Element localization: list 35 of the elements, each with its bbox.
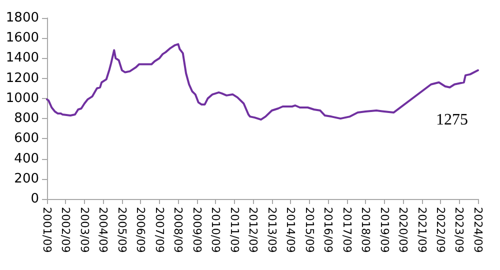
x-tick-label: 2011/09 — [228, 207, 241, 253]
y-tick-label: 1400 — [6, 50, 39, 66]
x-tick-label: 2004/09 — [96, 207, 110, 253]
x-tick-label: 2021/09 — [415, 207, 428, 253]
y-tick-label: 800 — [14, 111, 39, 126]
annotation: 1275 — [436, 112, 468, 128]
x-tick-label: 2006/09 — [134, 207, 148, 253]
x-tick-label: 2014/09 — [284, 207, 298, 253]
x-tick-label: 2015/09 — [302, 207, 316, 253]
x-tick-label: 2024/09 — [472, 207, 484, 253]
x-tick-label: 2017/09 — [340, 207, 354, 253]
y-tick-label: 1800 — [6, 10, 39, 26]
y-tick-label: 400 — [14, 151, 39, 166]
x-tick-label: 2010/09 — [209, 207, 222, 253]
x-tick-label: 2008/09 — [172, 207, 185, 253]
x-tick-label: 2002/09 — [59, 207, 72, 253]
x-tick-label: 2020/09 — [396, 207, 410, 253]
x-tick-label: 2022/09 — [434, 207, 447, 253]
y-tick-label: 600 — [14, 131, 39, 146]
y-tick-label: 1000 — [6, 90, 39, 106]
x-tick-label: 2013/09 — [265, 207, 278, 253]
x-tick-label: 2019/09 — [378, 207, 391, 253]
x-tick-label: 2016/09 — [322, 207, 335, 253]
y-tick-label: 200 — [14, 171, 39, 186]
x-tick-label: 2003/09 — [78, 207, 91, 253]
y-tick-label: 1600 — [6, 30, 39, 46]
x-tick-label: 2023/09 — [452, 207, 466, 253]
x-tick-label: 2007/09 — [152, 207, 166, 253]
x-tick-label: 2005/09 — [115, 207, 128, 253]
x-tick-label: 2012/09 — [246, 207, 260, 253]
x-tick-label: 2009/09 — [190, 207, 204, 253]
x-tick-label: 2001/09 — [40, 207, 54, 253]
y-tick-label: 1200 — [6, 70, 39, 86]
y-tick-label: 0 — [30, 192, 39, 206]
x-tick-label: 2018/09 — [359, 207, 372, 253]
